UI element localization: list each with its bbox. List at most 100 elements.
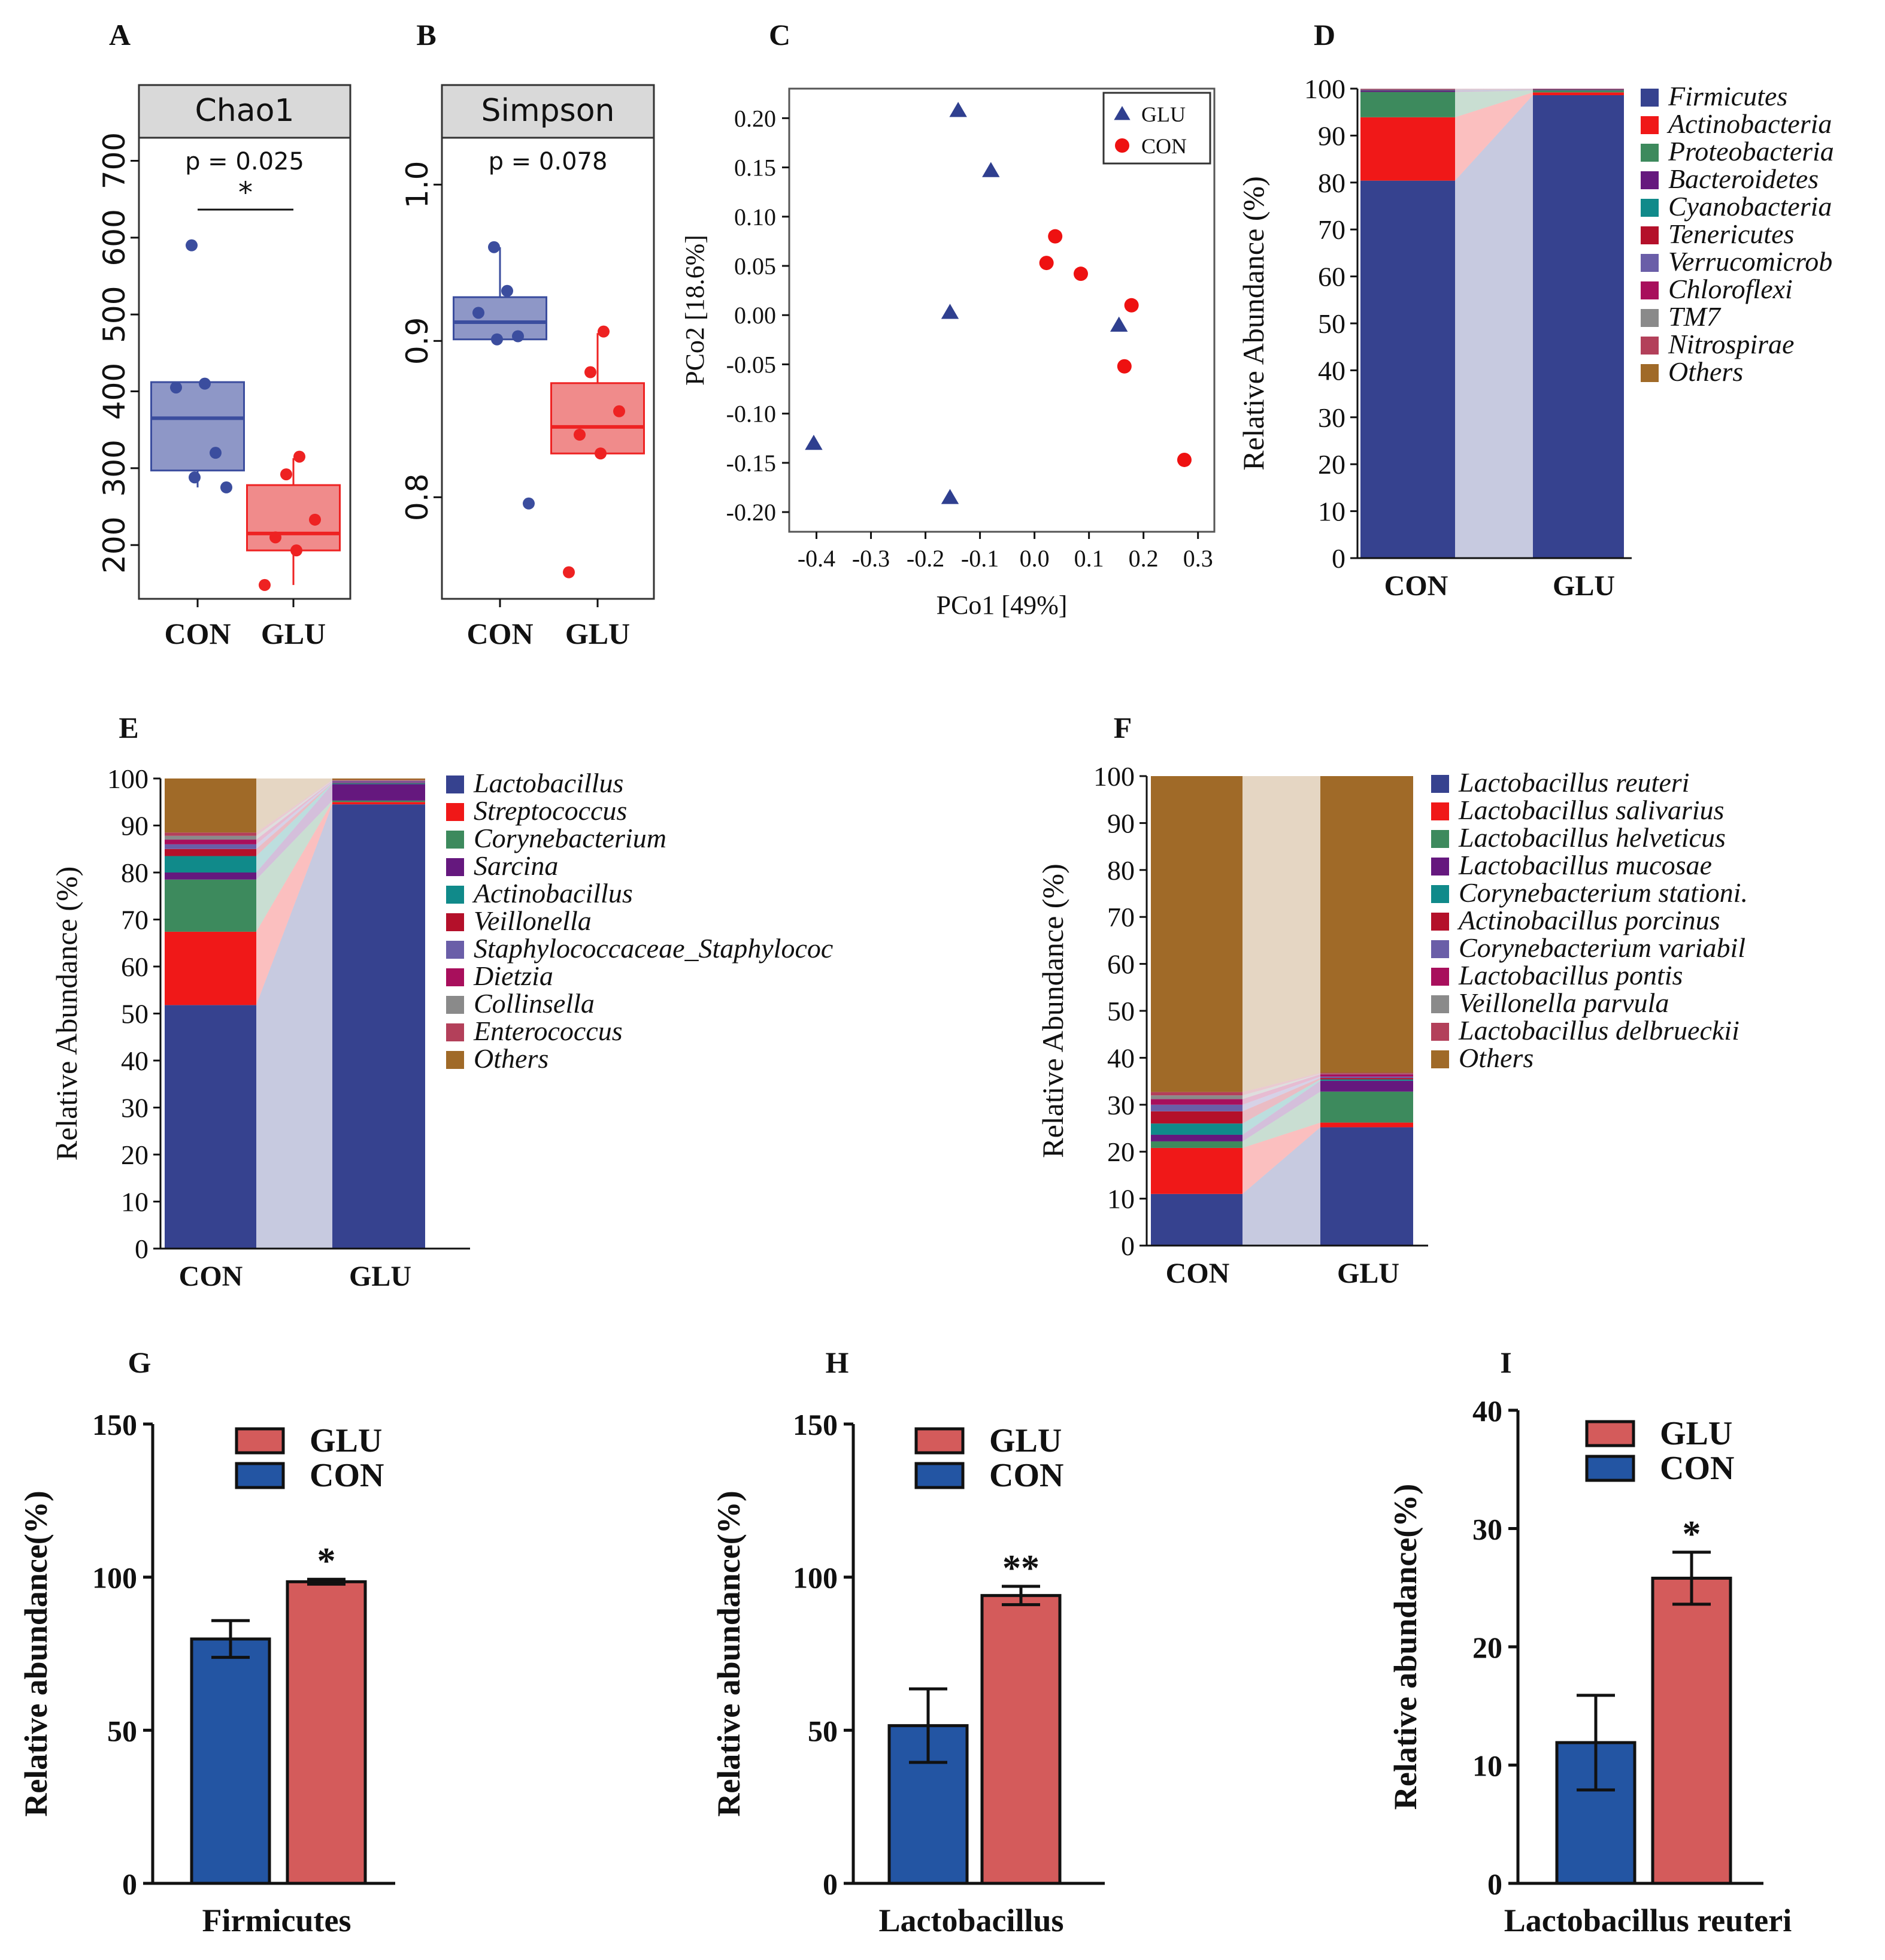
data-point-con — [1073, 266, 1088, 281]
y-axis-title: Relative abundance(%) — [711, 1491, 747, 1816]
legend-label: Proteobacteria — [1668, 136, 1834, 166]
legend-swatch — [1641, 116, 1659, 134]
legend-label: Tenericutes — [1668, 219, 1794, 249]
y-axis-title: Relative abundance(%) — [18, 1491, 54, 1816]
data-point-glu — [280, 468, 292, 481]
bar-segment-sarcina — [165, 873, 256, 880]
link-band — [256, 781, 332, 849]
bar-segment-actinobacillus — [165, 856, 256, 873]
data-point-glu — [949, 102, 967, 117]
link-band — [1242, 1079, 1320, 1135]
data-point-glu — [574, 428, 586, 441]
significance-star: * — [1683, 1514, 1701, 1555]
bar-segment-dietzia — [165, 840, 256, 844]
bar-segment-tenericutes — [1533, 89, 1624, 90]
data-point-con — [501, 284, 513, 297]
bar-segment-lactobacillus-pontis — [1151, 1099, 1242, 1105]
legend-swatch — [446, 858, 464, 876]
bar-segment-others — [1320, 776, 1413, 1073]
legend-label: Others — [1459, 1043, 1534, 1073]
data-point-con — [491, 333, 503, 346]
bar-segment-corynebacterium-variabil — [1151, 1104, 1242, 1111]
bar-segment-firmicutes — [1533, 95, 1624, 558]
y-tick-label: 50 — [1318, 308, 1345, 339]
bar-segment-corynebacterium-variabil — [1320, 1076, 1413, 1079]
legend-swatch — [446, 913, 464, 931]
legend-swatch — [1431, 940, 1449, 958]
legend-swatch — [914, 1427, 965, 1455]
x-axis-title: Firmicutes — [202, 1903, 351, 1938]
bar-segment-collinsella — [332, 780, 425, 781]
link-band — [1242, 776, 1320, 1092]
x-tick-label: CON — [1384, 570, 1448, 602]
legend-label: CON — [310, 1457, 384, 1494]
legend-swatch — [446, 996, 464, 1014]
y-tick-label: 20 — [1472, 1631, 1502, 1664]
y-tick-label: 0 — [1487, 1867, 1502, 1901]
y-tick-label: 40 — [1318, 355, 1345, 386]
legend-swatch — [1641, 254, 1659, 272]
link-band — [1242, 1074, 1320, 1105]
legend-swatch — [914, 1462, 965, 1489]
link-band — [256, 783, 332, 873]
y-tick-label: 20 — [1107, 1137, 1135, 1167]
x-tick-label: 0.1 — [1074, 545, 1104, 572]
legend-swatch — [1641, 309, 1659, 327]
legend-label: CON — [1141, 134, 1187, 158]
panel-label: I — [1500, 1346, 1511, 1379]
x-tick-label: -0.2 — [907, 545, 944, 572]
legend-swatch — [1431, 802, 1449, 820]
legend-label: Bacteroidetes — [1668, 163, 1819, 194]
legend-swatch — [446, 1023, 464, 1041]
panel-label: B — [416, 18, 436, 52]
legend-swatch — [1641, 226, 1659, 244]
bar-segment-actinobacteria — [1533, 92, 1624, 95]
y-tick-label: 90 — [1107, 808, 1135, 838]
link-band — [256, 780, 332, 836]
data-point-con — [1124, 298, 1139, 313]
y-axis-title: PCo2 [18.6%] — [680, 235, 710, 386]
y-tick-label: 0 — [122, 1867, 137, 1901]
bar-segment-others — [1151, 776, 1242, 1092]
legend-label: GLU — [310, 1422, 382, 1459]
x-tick-label: -0.1 — [961, 545, 999, 572]
y-tick-label: 300 — [97, 440, 132, 496]
legend-swatch — [1431, 1023, 1449, 1041]
link-band — [256, 804, 332, 1249]
y-axis-title: Relative Abundance (%) — [1036, 864, 1069, 1158]
bar-segment-staphylococcaceae-staphylococ — [332, 781, 425, 783]
y-tick-label: 90 — [1318, 120, 1345, 151]
legend-label: Firmicutes — [1668, 81, 1787, 111]
link-band — [1242, 1122, 1320, 1194]
legend-swatch — [1431, 885, 1449, 903]
y-tick-label: -0.10 — [726, 401, 776, 428]
legend-label: Lactobacillus pontis — [1458, 960, 1683, 990]
legend-swatch — [1431, 913, 1449, 931]
link-band — [1455, 90, 1533, 117]
panel-label: D — [1314, 18, 1335, 52]
y-tick-label: 60 — [1318, 262, 1345, 292]
bar-segment-collinsella — [165, 835, 256, 840]
link-band — [256, 778, 332, 833]
data-point-con — [1048, 229, 1063, 244]
legend-swatch — [446, 1051, 464, 1069]
panel-label: H — [826, 1346, 849, 1379]
bar-segment-corynebacterium — [165, 879, 256, 932]
data-point-con — [170, 381, 182, 394]
y-tick-label: 0.05 — [734, 253, 776, 280]
x-tick-label: GLU — [349, 1261, 411, 1292]
y-tick-label: 500 — [97, 286, 132, 343]
data-point-glu — [584, 366, 596, 378]
x-tick-label: GLU — [1337, 1258, 1399, 1289]
link-band — [1455, 90, 1533, 92]
bar-glu — [286, 1580, 367, 1885]
legend-label: CON — [1660, 1450, 1734, 1487]
box-con — [453, 296, 547, 341]
bar-con — [190, 1637, 271, 1885]
bar-segment-actinobacillus-porcinus — [1151, 1111, 1242, 1124]
bar-segment-lactobacillus-helveticus — [1320, 1091, 1413, 1123]
y-tick-label: 50 — [107, 1714, 137, 1747]
link-band — [256, 780, 332, 840]
y-tick-label: 100 — [107, 764, 149, 794]
